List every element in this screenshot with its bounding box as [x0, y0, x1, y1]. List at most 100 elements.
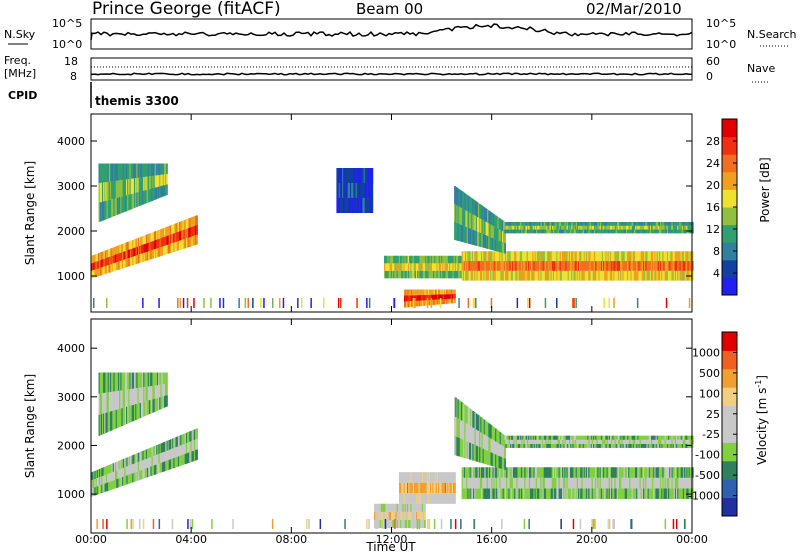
velocity-echo-mark	[126, 475, 129, 485]
velocity-echo-mark	[484, 420, 487, 436]
power-echo-mark	[409, 301, 412, 307]
velocity-echo-mark	[670, 435, 673, 440]
power-echo-mark	[342, 183, 344, 198]
velocity-echo-mark	[662, 477, 665, 489]
power-echo-mark	[136, 163, 139, 178]
power-echo-mark	[522, 270, 524, 281]
velocity-ground-mark	[672, 519, 675, 529]
power-echo-mark	[623, 229, 626, 234]
velocity-echo-mark	[481, 467, 483, 478]
power-echo-mark	[431, 270, 434, 279]
power-echo-mark	[574, 251, 577, 262]
power-echo-mark	[407, 295, 410, 302]
power-echo-mark	[144, 243, 147, 253]
velocity-echo-mark	[129, 372, 132, 390]
velocity-echo-mark	[654, 443, 657, 448]
power-echo-mark	[644, 270, 646, 281]
power-ground-mark	[337, 298, 340, 308]
velocity-echo-mark	[645, 439, 648, 444]
power-echo-mark	[525, 229, 528, 234]
power-echo-mark	[556, 222, 559, 226]
velocity-echo-mark	[567, 467, 570, 478]
power-echo-mark	[477, 270, 480, 281]
power-echo-mark	[626, 225, 628, 230]
power-echo-mark	[622, 225, 625, 230]
velocity-echo-mark	[116, 409, 119, 428]
power-echo-mark	[117, 245, 120, 254]
power-echo-mark	[637, 229, 640, 234]
velocity-echo-mark	[124, 476, 126, 486]
power-echo-mark	[103, 266, 106, 275]
velocity-echo-mark	[515, 435, 518, 440]
power-echo-mark	[397, 270, 400, 279]
power-echo-mark	[679, 270, 682, 281]
power-echo-mark	[479, 270, 482, 281]
velocity-echo-mark	[113, 462, 116, 472]
power-echo-mark	[195, 235, 197, 245]
velocity-echo-mark	[549, 467, 552, 478]
power-echo-mark	[92, 270, 94, 278]
velocity-echo-mark	[572, 467, 574, 478]
power-ground-mark	[210, 298, 212, 308]
velocity-echo-mark	[440, 482, 443, 494]
power-echo-mark	[602, 229, 604, 234]
power-echo-mark	[638, 270, 641, 281]
velocity-echo-mark	[657, 435, 660, 440]
velocity-echo-mark	[647, 488, 650, 499]
velocity-echo-mark	[126, 466, 129, 476]
power-echo-mark	[672, 229, 675, 234]
velocity-echo-mark	[483, 467, 486, 478]
power-echo-mark	[103, 201, 105, 221]
power-echo-mark	[546, 251, 548, 262]
velocity-echo-mark	[536, 467, 539, 478]
power-echo-mark	[593, 229, 595, 234]
velocity-echo-mark	[534, 435, 537, 440]
power-echo-mark	[161, 185, 164, 197]
power-echo-mark	[590, 222, 593, 226]
power-echo-mark	[137, 237, 140, 247]
power-echo-mark	[507, 270, 509, 281]
power-echo-mark	[498, 240, 501, 252]
velocity-echo-mark	[619, 488, 621, 499]
power-echo-mark	[104, 266, 107, 274]
power-echo-mark	[512, 222, 514, 226]
power-echo-mark	[365, 183, 368, 198]
power-echo-mark	[502, 251, 505, 262]
power-echo-mark	[515, 270, 517, 281]
velocity-echo-mark	[497, 477, 499, 489]
power-echo-mark	[445, 263, 448, 271]
velocity-echo-mark	[614, 467, 617, 478]
velocity-echo-mark	[640, 443, 643, 448]
velocity-echo-mark	[624, 467, 627, 478]
power-echo-mark	[187, 237, 189, 248]
power-echo-mark	[453, 263, 456, 271]
power-echo-mark	[172, 243, 174, 253]
power-echo-mark	[593, 270, 596, 281]
velocity-echo-mark	[98, 414, 101, 436]
power-echo-mark	[364, 198, 367, 213]
power-echo-mark	[523, 270, 525, 281]
velocity-echo-mark	[159, 453, 162, 463]
power-echo-mark	[393, 263, 395, 271]
velocity-echo-mark	[101, 484, 104, 493]
power-echo-mark	[612, 270, 614, 281]
power-echo-mark	[599, 251, 602, 262]
power-echo-mark	[520, 251, 523, 262]
power-echo-mark	[499, 229, 502, 242]
velocity-echo-mark	[486, 467, 489, 478]
velocity-echo-mark	[142, 372, 144, 388]
velocity-echo-mark	[519, 435, 521, 440]
velocity-echo-mark	[513, 439, 516, 444]
power-echo-mark	[656, 222, 659, 226]
velocity-echo-mark	[526, 467, 529, 478]
power-echo-mark	[637, 225, 640, 230]
power-echo-mark	[480, 204, 483, 219]
velocity-echo-mark	[627, 435, 629, 440]
power-echo-mark	[595, 225, 597, 230]
power-echo-mark	[423, 255, 426, 264]
power-echo-mark	[116, 254, 118, 263]
power-ground-mark	[412, 298, 415, 308]
power-echo-mark	[153, 187, 156, 201]
velocity-echo-mark	[654, 467, 657, 478]
power-echo-mark	[647, 222, 650, 226]
